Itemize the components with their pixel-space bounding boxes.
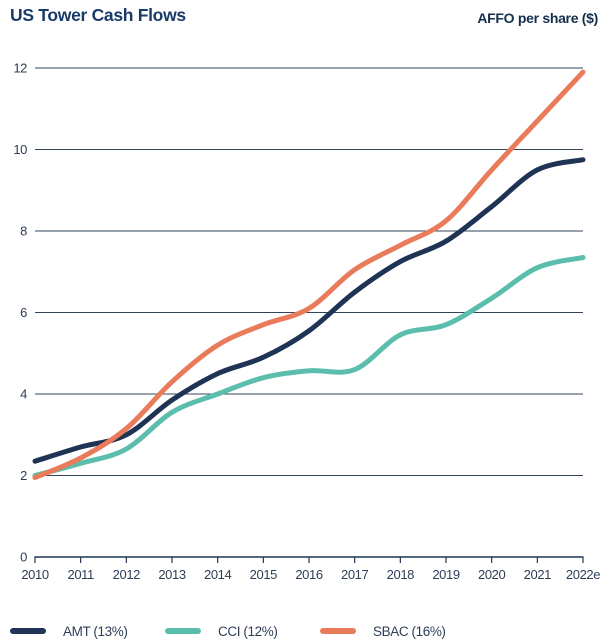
legend-item-amt: AMT (13%) <box>10 618 128 644</box>
y-tick-label-2: 2 <box>20 468 27 483</box>
amt-color-swatch <box>10 628 46 634</box>
cci-color-swatch <box>165 628 201 634</box>
x-tick-label-2019: 2019 <box>432 567 459 582</box>
x-tick-label-2011: 2011 <box>67 567 94 582</box>
x-tick-label-2014: 2014 <box>204 567 231 582</box>
affo-line-chart: 0 2 4 6 8 10 12 2010 2011 2012 2013 2014 2015 2016 201… <box>13 61 600 583</box>
sbac-color-swatch <box>320 628 356 634</box>
x-tick-label-2022e: 2022e <box>566 567 600 582</box>
x-tick-label-2015: 2015 <box>250 567 277 582</box>
legend-item-cci: CCI (12%) <box>165 618 278 644</box>
x-tick-label-2016: 2016 <box>295 567 322 582</box>
x-tick-label-2021: 2021 <box>524 567 551 582</box>
y-tick-label-10: 10 <box>13 142 27 157</box>
y-tick-label-12: 12 <box>13 61 27 76</box>
legend-label-cci: CCI (12%) <box>218 623 278 639</box>
y-tick-label-0: 0 <box>20 550 27 565</box>
y-tick-label-6: 6 <box>20 305 27 320</box>
series-line-sbac <box>32 69 586 480</box>
series-line-cci <box>32 255 586 478</box>
x-tick-label-2012: 2012 <box>113 567 140 582</box>
x-tick-label-2010: 2010 <box>21 567 48 582</box>
series-line-amt <box>32 157 586 464</box>
legend-label-amt: AMT (13%) <box>63 623 128 639</box>
y-axis-unit-label: AFFO per share ($) <box>477 10 598 26</box>
y-tick-label-8: 8 <box>20 224 27 239</box>
page-title: US Tower Cash Flows <box>10 5 186 25</box>
legend-item-sbac: SBAC (16%) <box>320 618 446 644</box>
chart-legend: AMT (13%) CCI (12%) SBAC (16%) <box>0 618 609 644</box>
x-tick-label-2020: 2020 <box>478 567 505 582</box>
x-tick-label-2017: 2017 <box>341 567 368 582</box>
x-tick-label-2013: 2013 <box>158 567 185 582</box>
x-tick-label-2018: 2018 <box>387 567 414 582</box>
legend-label-sbac: SBAC (16%) <box>373 623 446 639</box>
y-tick-label-4: 4 <box>20 387 27 402</box>
